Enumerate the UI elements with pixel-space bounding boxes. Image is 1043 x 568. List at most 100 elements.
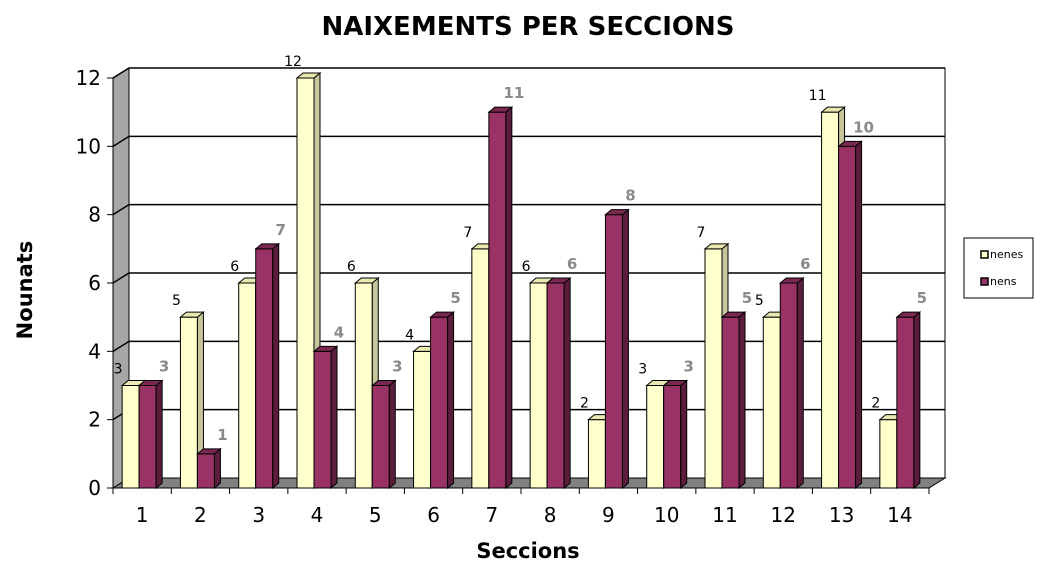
- bar-nens-front: [546, 282, 565, 489]
- data-label-nenes: 3: [114, 362, 123, 378]
- x-tick-label: 7: [485, 503, 498, 527]
- data-label-nenes: 6: [230, 259, 239, 275]
- data-label-nenes: 5: [755, 293, 764, 309]
- legend-label: nenes: [990, 248, 1023, 261]
- bar-nenes-front: [704, 248, 723, 489]
- bar-nens-top: [429, 311, 455, 318]
- bar-nenes-top: [703, 243, 730, 250]
- bar-nens-top: [720, 311, 747, 318]
- bar-nens-top: [487, 106, 514, 113]
- bar-nens-side: [388, 379, 396, 490]
- bar-nenes-front: [413, 350, 432, 489]
- chart-title: NAIXEMENTS PER SECCIONS: [321, 12, 734, 42]
- data-label-nens: 5: [450, 289, 460, 307]
- floor: [111, 477, 947, 489]
- bar-nens-side: [913, 311, 921, 490]
- bar-nens-side: [680, 379, 688, 490]
- bar-nens-side: [213, 447, 221, 490]
- bar-nens-front: [138, 385, 157, 489]
- y-axis-label: Nounats: [13, 241, 37, 340]
- x-tick-label: 13: [829, 503, 854, 527]
- bar-nenes: [295, 71, 322, 490]
- bar-nens-front: [721, 316, 740, 489]
- y-tick-label: 4: [88, 339, 101, 363]
- legend-label: nens: [990, 275, 1017, 288]
- bar-nens-top: [837, 140, 863, 147]
- data-label-nens: 3: [392, 358, 402, 376]
- x-tick-label: 5: [369, 503, 382, 527]
- bar-nenes-front: [879, 419, 898, 489]
- bar-nens-front: [430, 316, 449, 489]
- data-label-nens: 6: [567, 255, 577, 273]
- bar-nens: [778, 276, 805, 490]
- bar-nenes: [179, 311, 205, 490]
- bar-nens: [837, 140, 863, 490]
- bar-nens: [312, 345, 339, 490]
- bar-nens-top: [662, 380, 689, 386]
- bar-nens-front: [255, 248, 274, 489]
- bar-nens-side: [563, 276, 571, 490]
- bar-nens-front: [779, 282, 798, 489]
- x-tick-label: 9: [602, 503, 615, 527]
- legend-box: [963, 237, 1034, 299]
- bar-nens: [370, 379, 397, 490]
- bar-nens-side: [155, 379, 163, 490]
- data-label-nenes: 7: [463, 225, 472, 241]
- data-label-nenes: 11: [809, 88, 827, 104]
- data-label-nens: 1: [217, 426, 227, 444]
- bar-nens-side: [330, 345, 338, 490]
- x-tick-label: 6: [427, 503, 440, 527]
- x-tick-label: 10: [654, 503, 679, 527]
- legend-swatch: [980, 250, 989, 259]
- x-tick-label: 3: [252, 503, 265, 527]
- bar-nens-top: [312, 345, 339, 352]
- bar-nenes-front: [296, 77, 315, 489]
- bar-nens: [137, 379, 164, 490]
- bar-nens: [604, 208, 630, 490]
- gridline-depth: [112, 204, 130, 216]
- x-tick-label: 1: [136, 503, 149, 527]
- y-tick-label: 0: [88, 476, 101, 500]
- x-axis-label: Seccions: [476, 539, 579, 563]
- bar-nens-front: [313, 350, 332, 489]
- legend: nenes nens: [963, 237, 1034, 299]
- bar-nens-side: [505, 106, 513, 490]
- x-tick-label: 2: [194, 503, 207, 527]
- bar-nens-front: [488, 111, 507, 489]
- bar-nens-top: [604, 209, 630, 216]
- bar-nenes-top: [295, 72, 322, 79]
- data-label-nens: 7: [275, 221, 285, 239]
- y-tick-label: 10: [76, 134, 101, 158]
- data-label-nenes: 3: [638, 362, 647, 378]
- bar-nens: [662, 379, 689, 490]
- data-label-nens: 4: [334, 323, 344, 341]
- bar-nens: [254, 242, 281, 490]
- data-label-nens: 3: [683, 358, 693, 376]
- data-label-nens: 5: [742, 289, 752, 307]
- x-tick-label: 14: [887, 503, 912, 527]
- data-label-nenes: 6: [522, 259, 531, 275]
- data-label-nenes: 2: [580, 396, 589, 412]
- bar-nens: [720, 311, 747, 490]
- bar-nenes-top: [179, 311, 205, 318]
- data-label-nenes: 12: [284, 54, 302, 70]
- bar-nens-side: [447, 311, 455, 490]
- data-label-nens: 6: [800, 255, 810, 273]
- data-label-nens: 11: [503, 84, 524, 102]
- data-label-nenes: 6: [347, 259, 356, 275]
- data-label-nens: 8: [625, 187, 635, 205]
- bar-nens-front: [838, 145, 857, 489]
- bar-nens-side: [272, 242, 280, 490]
- bar-nens-front: [663, 385, 682, 489]
- bar-nenes-front: [354, 282, 373, 489]
- bar-nens: [895, 311, 922, 490]
- bar-nenes-top: [353, 277, 380, 284]
- bar-nenes-front: [762, 316, 781, 489]
- bar-nens-side: [855, 140, 863, 490]
- gridline-depth: [112, 340, 130, 352]
- y-tick-label: 8: [88, 203, 101, 227]
- legend-swatch: [980, 277, 989, 286]
- bar-nens: [429, 311, 455, 490]
- data-label-nenes: 5: [172, 293, 181, 309]
